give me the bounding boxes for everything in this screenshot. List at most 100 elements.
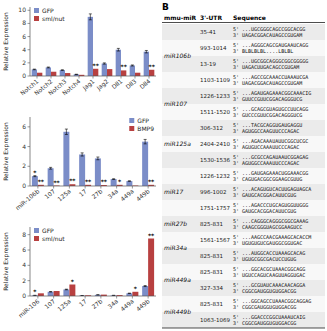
bar <box>69 285 75 297</box>
error-cap <box>81 152 84 153</box>
utr-label: 1561-1567 <box>200 237 230 243</box>
legend-swatch <box>129 126 134 131</box>
x-tick <box>132 296 133 299</box>
x-tick-label: 125a <box>56 187 72 202</box>
error-cap <box>103 62 106 63</box>
error-cap <box>49 169 52 170</box>
utr-label: 1226-1232 <box>200 173 230 179</box>
row-background <box>162 120 325 136</box>
y-axis-line <box>30 117 31 186</box>
y-tick <box>28 146 31 147</box>
error-line <box>97 294 98 295</box>
sequence-3: 3' GAUGCACGGACAUUCGUG <box>233 192 296 198</box>
y-tick <box>28 36 31 37</box>
sequence-3: 3' UGUCCAGUCAAGUUAGGUGAC <box>233 272 305 278</box>
error-bar <box>131 65 134 66</box>
sequence-3: 3' CAGUGACGGCGGAAGCGUUG <box>233 176 302 182</box>
x-tick-label: 449a <box>119 187 135 202</box>
error-bar <box>96 157 99 160</box>
utr-label: 327-334 <box>200 285 223 291</box>
sequence-3: 3' UGUGCGGCGACUCCUGUG <box>233 256 296 262</box>
x-tick-label: 17 <box>77 297 87 307</box>
x-tick <box>85 296 86 299</box>
error-line <box>90 14 91 20</box>
error-cap <box>65 289 68 290</box>
error-cap <box>75 74 78 75</box>
y-tick <box>28 280 31 281</box>
y-tick-label: 8 <box>22 19 26 26</box>
utr-label: 996-1002 <box>200 189 226 195</box>
error-line <box>82 153 83 156</box>
error-cap <box>65 134 68 135</box>
x-tick <box>116 186 117 189</box>
utr-label: 35-41 <box>200 29 216 35</box>
sequence-3: 3' UGUGUGUCGAUGGCGGUGAC <box>233 240 302 246</box>
error-bar <box>128 180 131 181</box>
sequence-3: 3' AGUGUCCAAAUUCCCAGAC <box>233 144 299 150</box>
x-tick <box>37 296 38 299</box>
x-tick-label: 107 <box>43 297 56 310</box>
utr-label: 13-19 <box>200 61 216 67</box>
y-tick <box>28 76 31 77</box>
error-cap <box>89 13 92 14</box>
y-tick <box>28 23 31 24</box>
sequence-3: 3' UAGACGGACAUAGCCGUGAM <box>233 32 302 38</box>
error-cap <box>128 293 131 294</box>
header-rule <box>162 22 325 23</box>
legend-swatch <box>129 118 134 123</box>
group-label: miR106b <box>164 52 191 59</box>
y-axis-label: Relative Expression <box>2 122 10 181</box>
error-cap <box>117 51 120 52</box>
error-cap <box>144 286 147 287</box>
significance-label: ** <box>53 179 60 186</box>
bar <box>126 293 132 296</box>
x-tick-label: 449a <box>119 297 135 312</box>
legend-swatch <box>34 236 39 241</box>
error-bar <box>33 69 36 71</box>
x-tick <box>65 76 66 79</box>
error-line <box>48 67 49 69</box>
bar-panel: 02468Relative Expression*****miR-1061071… <box>2 227 156 319</box>
sequence-3: 3' CGGCGAUGGUGUGGACGG <box>233 304 296 310</box>
error-cap <box>96 294 99 295</box>
y-tick <box>28 234 31 235</box>
y-tick <box>28 62 31 63</box>
utr-label: 1226-1233 <box>200 93 230 99</box>
x-tick-label: 125a <box>56 297 72 312</box>
x-tick <box>148 296 149 299</box>
utr-label: 1751-1757 <box>200 205 230 211</box>
error-cap <box>128 293 131 294</box>
x-tick-label: 34a <box>106 297 119 310</box>
x-tick-label: 107 <box>43 187 56 200</box>
x-axis-line <box>30 296 156 297</box>
row-background <box>162 168 325 184</box>
legend-label: GFP <box>137 117 149 124</box>
x-tick <box>135 76 136 79</box>
error-bar <box>103 63 106 64</box>
error-bar <box>61 69 64 71</box>
legend-label: sml/nut <box>42 235 65 242</box>
error-line <box>66 129 67 134</box>
x-tick <box>93 76 94 79</box>
legend: GFPsml/nut <box>34 7 65 22</box>
bar-panel: 0246810Relative Expression******Notch1No… <box>2 6 156 96</box>
sequence-3: 3' CGGCGAUGGUGUGGACGG <box>233 320 296 326</box>
y-tick <box>28 49 31 50</box>
error-cap <box>144 285 147 286</box>
error-cap <box>61 70 64 71</box>
y-tick-label: 0 <box>22 72 26 79</box>
legend-label: sml/nut <box>42 15 65 22</box>
error-bar <box>75 74 78 75</box>
x-tick-label: Dll3 <box>124 77 138 90</box>
utr-label: 825-831 <box>200 301 223 307</box>
utr-label: 1103-1109 <box>200 77 230 83</box>
x-tick <box>132 186 133 189</box>
row-background <box>162 24 325 40</box>
utr-label: 1511-1520 <box>200 109 230 115</box>
significance-label: ** <box>121 63 128 70</box>
significance-label: ** <box>148 232 155 239</box>
bar <box>111 179 117 186</box>
error-cap <box>96 294 99 295</box>
error-line <box>62 69 63 71</box>
y-tick-label: 0 <box>22 292 26 299</box>
